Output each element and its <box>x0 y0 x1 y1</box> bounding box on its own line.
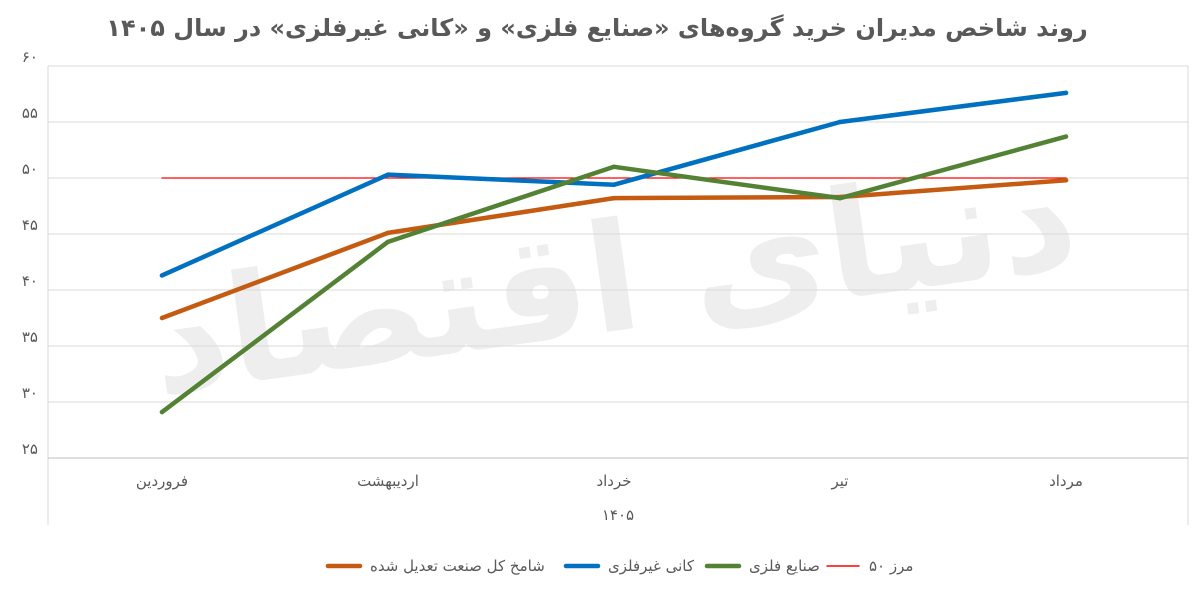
legend-label: صنایع فلزی <box>749 557 820 575</box>
y-axis: ۲۵ ۳۰ ۳۵ ۴۰ ۴۵ ۵۰ ۵۵ ۶۰ <box>22 48 38 458</box>
x-tick-label: اردیبهشت <box>357 472 419 490</box>
legend-label: مرز ۵۰ <box>869 557 913 575</box>
data-point <box>385 230 391 236</box>
data-point <box>161 177 163 179</box>
y-tick-label: ۲۵ <box>22 440 38 458</box>
data-point <box>385 172 391 177</box>
y-tick-label: ۴۰ <box>22 272 38 290</box>
data-point <box>387 177 389 179</box>
data-point <box>159 273 165 278</box>
data-point <box>159 409 165 415</box>
y-tick-label: ۵۵ <box>22 104 38 122</box>
x-axis-label: ۱۴۰۵ <box>602 506 634 524</box>
data-point <box>611 182 617 187</box>
legend-label: شامخ کل صنعت تعدیل شده <box>370 557 545 575</box>
data-point <box>1063 178 1069 183</box>
legend-label: کانی غیرفلزی <box>608 557 695 575</box>
y-tick-label: ۴۵ <box>22 216 38 234</box>
x-axis: فروردین اردیبهشت خرداد تیر مرداد <box>136 472 1083 490</box>
data-point <box>159 315 165 321</box>
data-point <box>613 177 615 179</box>
legend: شامخ کل صنعت تعدیل شده کانی غیرفلزی صنایع … <box>325 557 913 575</box>
x-tick-label: مرداد <box>1049 472 1083 490</box>
y-tick-label: ۵۰ <box>22 160 38 178</box>
data-point <box>1063 134 1069 139</box>
data-point <box>1063 90 1069 96</box>
watermark-text: دنیای اقتصاد <box>139 128 1087 430</box>
data-point <box>611 195 617 201</box>
y-tick-label: ۶۰ <box>22 48 38 66</box>
data-point <box>837 119 843 125</box>
data-point <box>839 177 841 179</box>
series-lines <box>159 90 1069 415</box>
chart-title: روند شاخص مدیران خرید گروه‌های «صنایع فل… <box>106 14 1087 42</box>
data-point <box>385 239 391 245</box>
x-tick-label: فروردین <box>136 472 188 490</box>
data-point <box>837 195 843 201</box>
x-tick-label: تیر <box>831 472 849 490</box>
data-point <box>611 164 617 169</box>
y-tick-label: ۳۵ <box>22 328 38 346</box>
x-tick-label: خرداد <box>596 472 631 490</box>
y-tick-label: ۳۰ <box>22 384 38 402</box>
